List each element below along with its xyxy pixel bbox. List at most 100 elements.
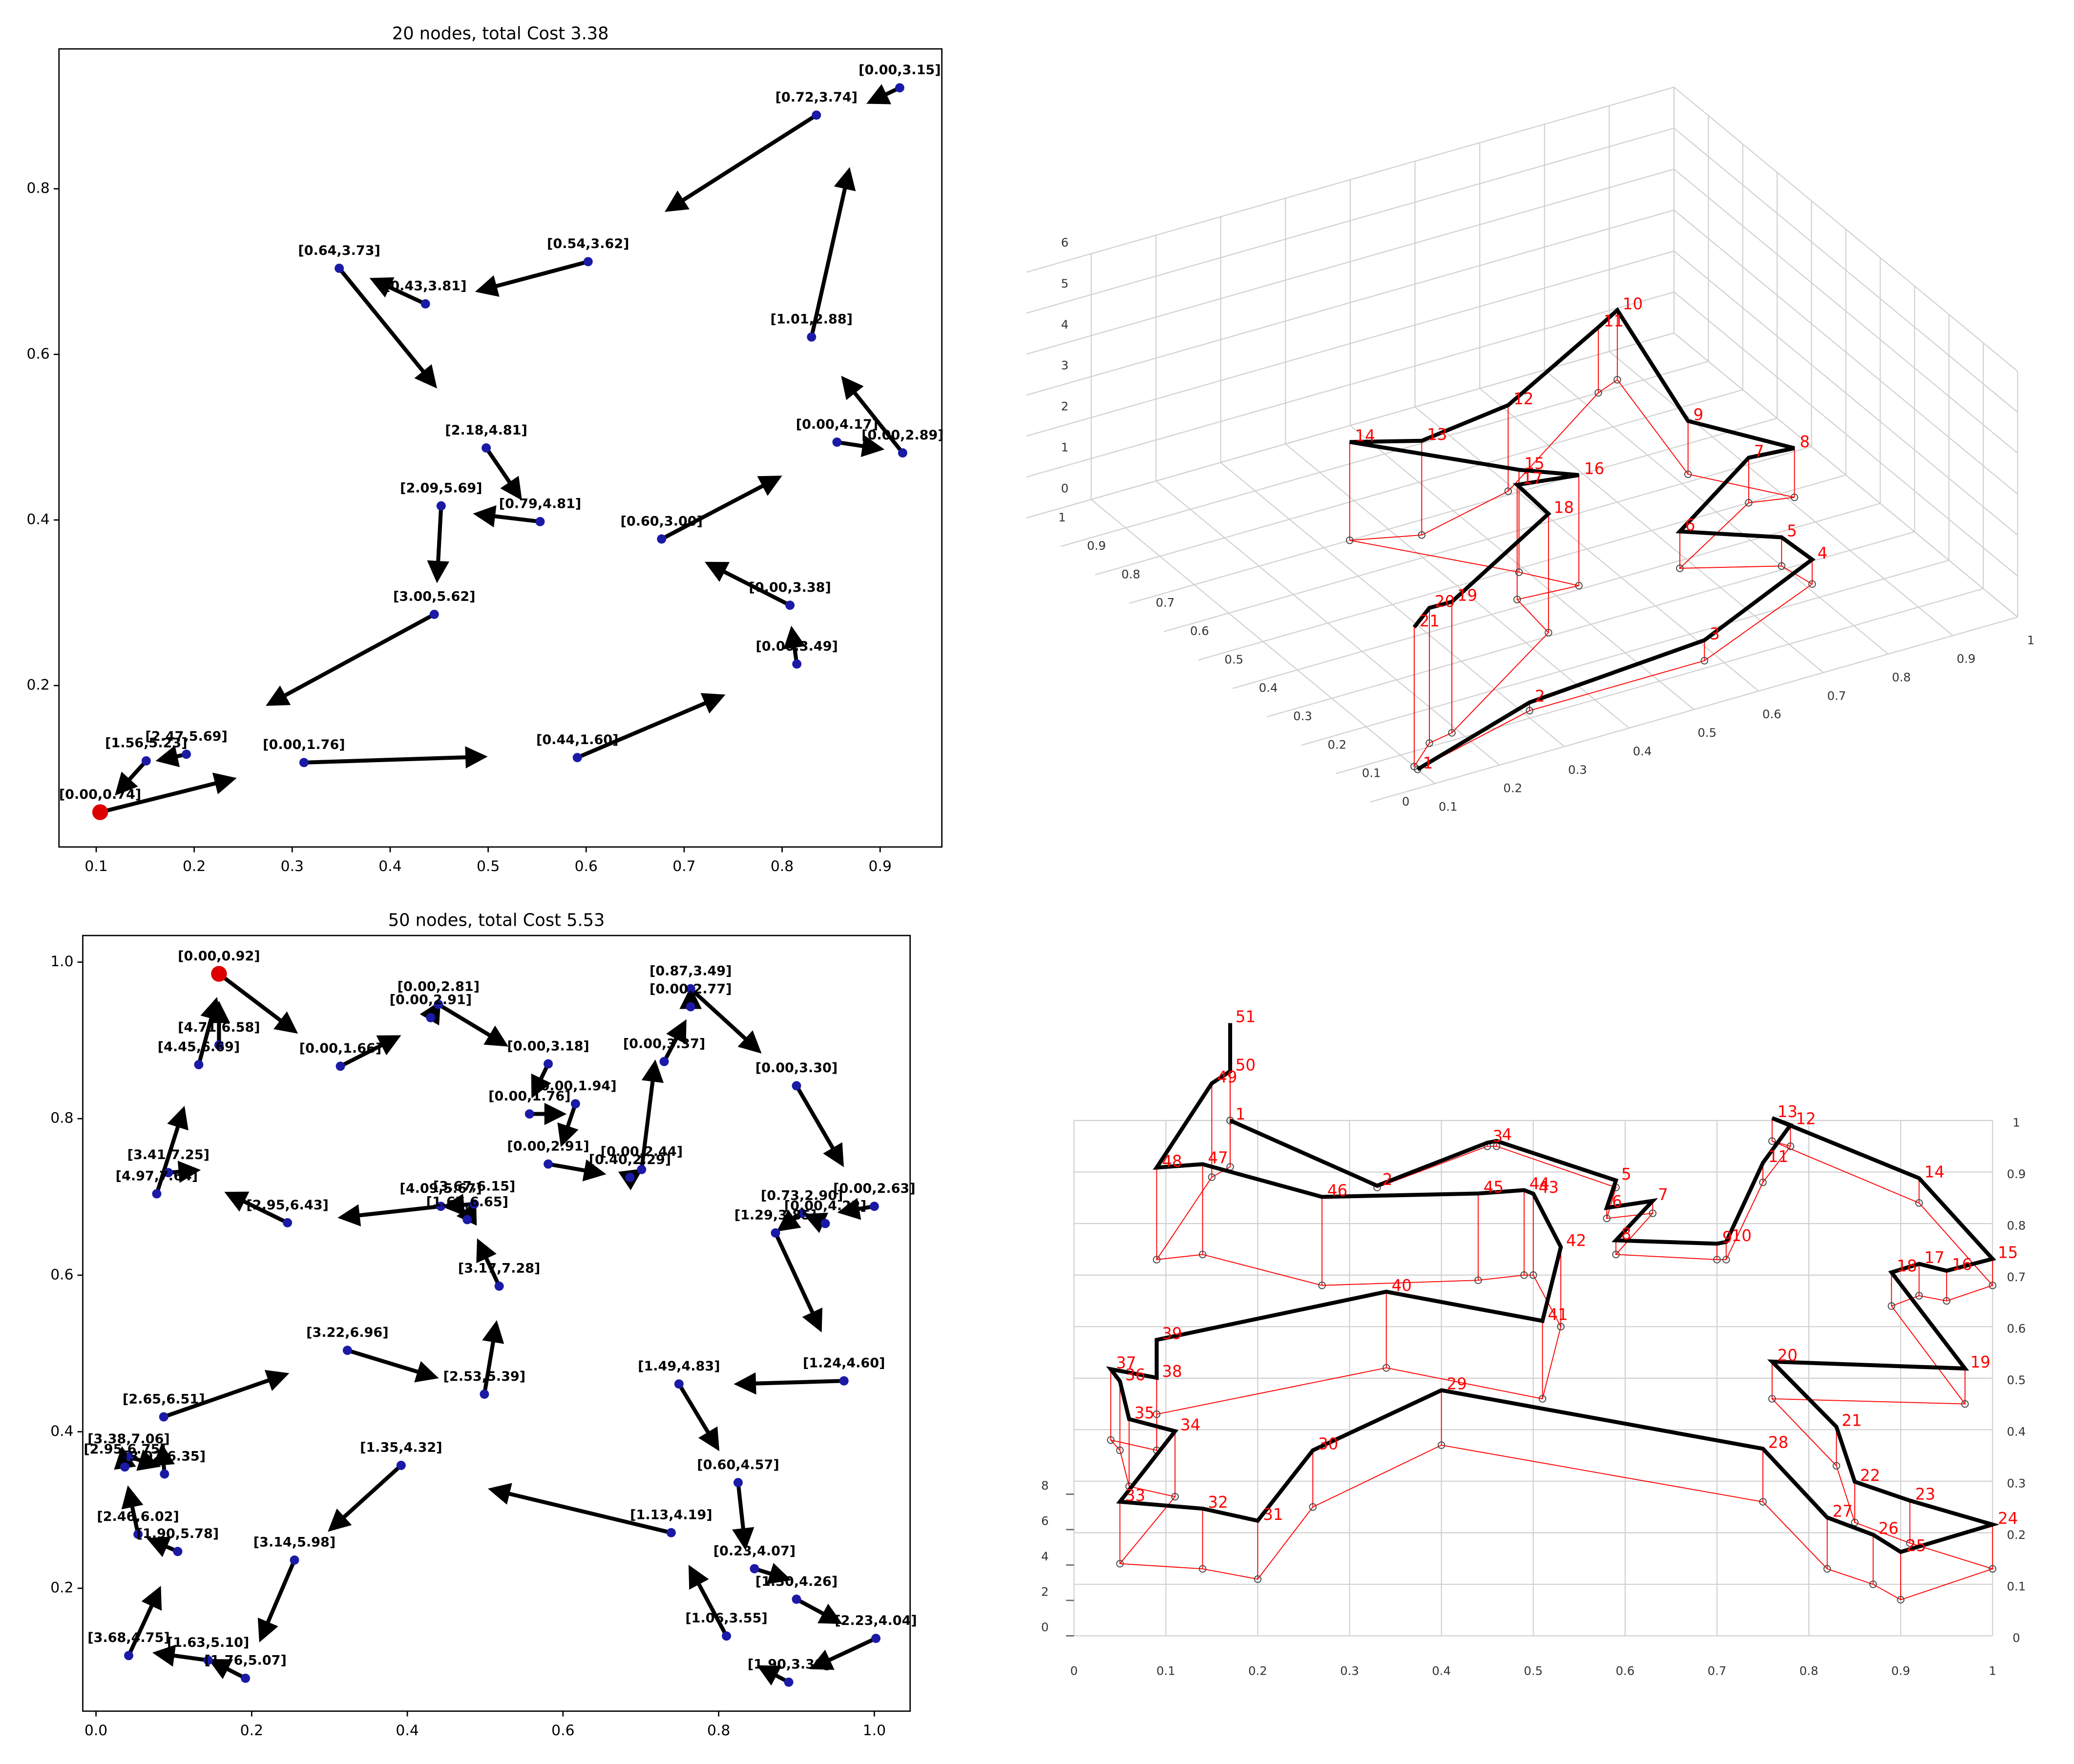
node-point: [429, 609, 439, 619]
arrow: [328, 1464, 403, 1532]
node-point: [657, 534, 667, 544]
floor-point: [1759, 1498, 1767, 1506]
z-tick-label: 2: [1061, 399, 1069, 414]
arrow: [795, 1084, 844, 1167]
node-point: [133, 1529, 143, 1539]
node-label: [0.00,3.37]: [623, 1037, 705, 1052]
node-number: 7: [1658, 1185, 1668, 1204]
y-tick-label: 0.4: [1259, 681, 1278, 695]
floor-point: [1790, 493, 1799, 501]
node-number: 21: [1420, 612, 1440, 630]
y-tick-label: 0.4: [2007, 1425, 2026, 1439]
y-tick-label: 0.8: [27, 180, 50, 197]
node-number: 16: [1952, 1255, 1972, 1274]
node-label: [1.01,2.88]: [771, 312, 853, 327]
node-label: [3.02,6.35]: [124, 1449, 206, 1464]
plot-frame: [58, 48, 943, 848]
x-tick-label: 0.8: [707, 1722, 730, 1739]
node-label: [0.00,2.91]: [507, 1139, 589, 1154]
floor-point: [1198, 1250, 1207, 1259]
arrow: [369, 277, 426, 306]
node-point: [839, 1376, 849, 1386]
y-tick-label: 0.9: [2007, 1167, 2026, 1181]
arrow: [547, 1159, 607, 1182]
node-label: [3.00,5.62]: [393, 589, 475, 604]
floor-point: [1649, 1209, 1656, 1217]
node-point: [524, 1109, 534, 1119]
node-label: [4.09,5.67]: [399, 1181, 482, 1196]
y-tick-label: 0.7: [2007, 1270, 2026, 1284]
arrow: [660, 476, 782, 541]
floor-point: [1425, 739, 1433, 747]
x-tick-label: 0.7: [1708, 1664, 1727, 1678]
node-label: [1.90,5.78]: [137, 1526, 219, 1541]
x-tick-label: 0.8: [771, 858, 794, 875]
arrow: [266, 612, 436, 706]
node-number: 10: [1732, 1226, 1752, 1245]
node-label: [1.56,5.23]: [105, 736, 187, 751]
wall-grid-line: [1026, 250, 2018, 536]
node-number: 11: [1768, 1147, 1788, 1166]
node-number: 20: [1778, 1346, 1798, 1365]
node-point: [535, 517, 545, 526]
node-number: 4: [1502, 1125, 1512, 1144]
y-tick-label: 0.6: [1190, 624, 1209, 638]
floor-point: [1832, 1462, 1841, 1470]
x-tick-label: 1: [2027, 633, 2035, 647]
y-tick-label: 0.2: [2007, 1528, 2026, 1542]
arrow: [475, 260, 589, 297]
node-label: [2.53,5.39]: [443, 1369, 525, 1384]
floor-point: [1778, 562, 1785, 570]
node-label: [1.76,5.07]: [204, 1653, 286, 1668]
z-tick-label: 4: [1061, 317, 1069, 332]
floor-point: [1526, 706, 1533, 715]
node-point: [396, 1460, 406, 1470]
node-label: [1.13,4.19]: [630, 1508, 712, 1523]
node-number: 45: [1484, 1178, 1504, 1197]
node-point: [722, 1631, 732, 1641]
node-number: 34: [1180, 1415, 1200, 1434]
x-tick-label: 0.4: [1633, 744, 1652, 758]
floor-point: [1418, 531, 1426, 539]
node-point: [194, 1060, 204, 1070]
node-label: [4.97,7.64]: [116, 1168, 198, 1183]
node-label: [0.00,1.94]: [534, 1079, 616, 1094]
z-tick-label: 8: [1041, 1478, 1049, 1493]
arrow: [484, 447, 522, 501]
x-tick-label: 0.5: [477, 858, 500, 875]
node-number: 49: [1217, 1068, 1237, 1086]
node-number: 1: [1236, 1105, 1246, 1123]
floor-grid-line: [1198, 474, 1846, 661]
node-label: [0.44,1.60]: [536, 732, 618, 747]
floor-point: [1171, 1493, 1179, 1501]
node-point: [241, 1673, 251, 1683]
node-number: 19: [1970, 1353, 1990, 1371]
node-number: 13: [1778, 1102, 1798, 1121]
node-number: 3: [1710, 624, 1720, 643]
node-label: [3.68,4.75]: [87, 1630, 169, 1645]
node-label: [0.23,4.07]: [713, 1543, 796, 1558]
node-point: [792, 1595, 801, 1604]
node-number: 3: [1493, 1127, 1503, 1146]
x-tick-label: 0.7: [1827, 688, 1846, 703]
y-tick-label: 0.1: [2007, 1579, 2026, 1593]
node-label: [1.24,4.60]: [803, 1356, 885, 1371]
x-tick-label: 0.5: [1524, 1664, 1543, 1678]
node-label: [2.47,5.69]: [145, 729, 227, 744]
floor-point: [1594, 389, 1602, 397]
node-number: 25: [1906, 1536, 1926, 1555]
node-point: [771, 1228, 780, 1238]
arrow: [796, 1597, 843, 1624]
arrow: [347, 1348, 439, 1383]
node-point: [124, 1651, 134, 1660]
floor-point: [1410, 763, 1418, 770]
node-number: 5: [1621, 1165, 1632, 1183]
arrow: [774, 1232, 823, 1333]
floor-grid-line: [1060, 361, 1709, 547]
node-label: [1.35,4.32]: [360, 1440, 442, 1455]
node-point: [812, 110, 821, 120]
x-tick-label: 0.2: [1503, 781, 1522, 795]
arrow: [688, 1564, 729, 1637]
node-point: [625, 1172, 635, 1182]
